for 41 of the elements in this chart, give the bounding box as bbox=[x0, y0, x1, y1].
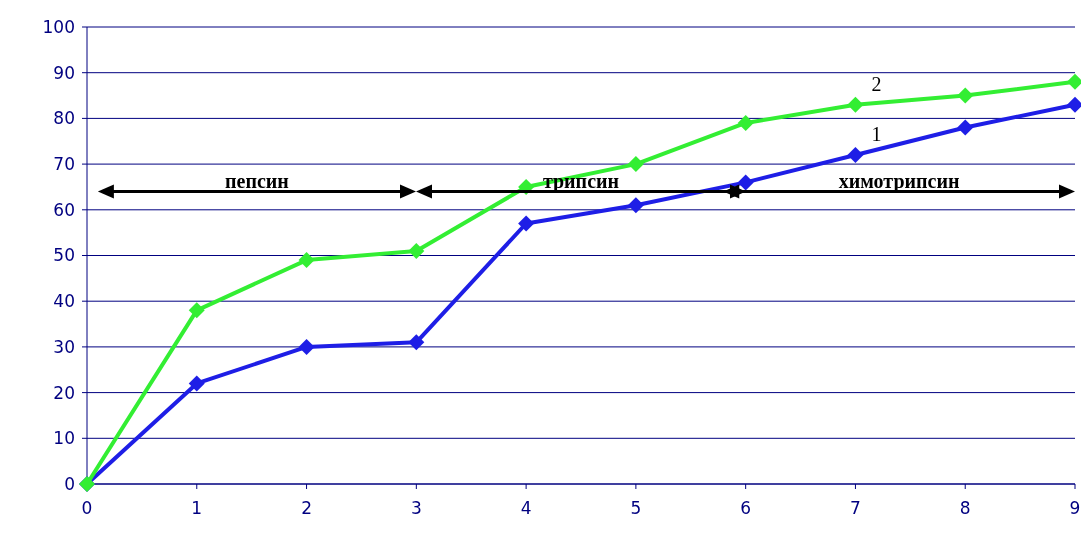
annotation: химотрипсин bbox=[838, 169, 960, 193]
series-label: 2 bbox=[871, 72, 882, 95]
y-tick-label: 70 bbox=[53, 154, 75, 175]
annotation: трипсин bbox=[542, 169, 620, 193]
point bbox=[188, 375, 205, 392]
point bbox=[737, 114, 754, 131]
y-tick-label: 10 bbox=[53, 428, 75, 449]
y-tick-label: 80 bbox=[53, 108, 75, 129]
point bbox=[627, 197, 644, 214]
x-tick-label: 4 bbox=[520, 498, 532, 518]
annotation: пепсин bbox=[225, 169, 289, 192]
x-tick-label: 2 bbox=[301, 498, 312, 518]
x-tick-label: 0 bbox=[81, 498, 93, 518]
y-tick-label: 50 bbox=[53, 245, 75, 266]
point bbox=[737, 174, 754, 191]
point bbox=[518, 215, 535, 232]
x-tick-label: 8 bbox=[959, 498, 971, 518]
y-tick-label: 40 bbox=[53, 291, 75, 312]
point bbox=[957, 87, 974, 104]
series-label: 1 bbox=[871, 122, 882, 145]
point bbox=[408, 242, 425, 259]
y-tick-label: 90 bbox=[53, 62, 75, 83]
y-tick-label: 20 bbox=[53, 382, 75, 403]
x-tick-label: 3 bbox=[410, 498, 422, 518]
x-tick-label: 7 bbox=[850, 498, 861, 518]
y-tick-label: 30 bbox=[53, 336, 75, 357]
y-tick-label: 0 bbox=[64, 473, 75, 494]
x-tick-label: 5 bbox=[630, 498, 642, 518]
point bbox=[408, 334, 425, 351]
point bbox=[298, 338, 315, 355]
x-tick-label: 9 bbox=[1069, 498, 1081, 518]
x-tick-label: 6 bbox=[740, 498, 752, 518]
point bbox=[957, 119, 974, 136]
point bbox=[847, 146, 864, 163]
x-tick-label: 1 bbox=[191, 498, 203, 518]
y-tick-label: 60 bbox=[53, 199, 75, 220]
point bbox=[847, 96, 864, 113]
point bbox=[298, 252, 315, 269]
point bbox=[627, 156, 644, 173]
point bbox=[188, 302, 205, 319]
y-tick-label: 100 bbox=[42, 16, 75, 37]
